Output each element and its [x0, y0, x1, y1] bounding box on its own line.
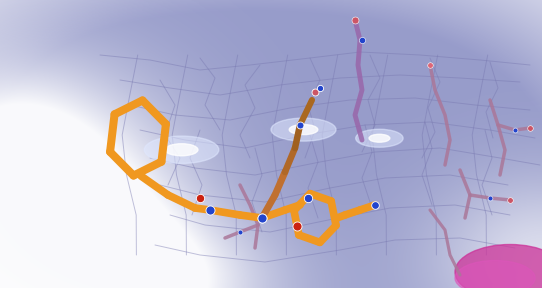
Ellipse shape: [356, 129, 403, 147]
Ellipse shape: [369, 134, 390, 142]
Ellipse shape: [455, 261, 535, 288]
Ellipse shape: [271, 118, 336, 141]
Ellipse shape: [455, 245, 542, 288]
Ellipse shape: [144, 136, 219, 164]
Ellipse shape: [289, 124, 318, 135]
Ellipse shape: [165, 144, 198, 156]
